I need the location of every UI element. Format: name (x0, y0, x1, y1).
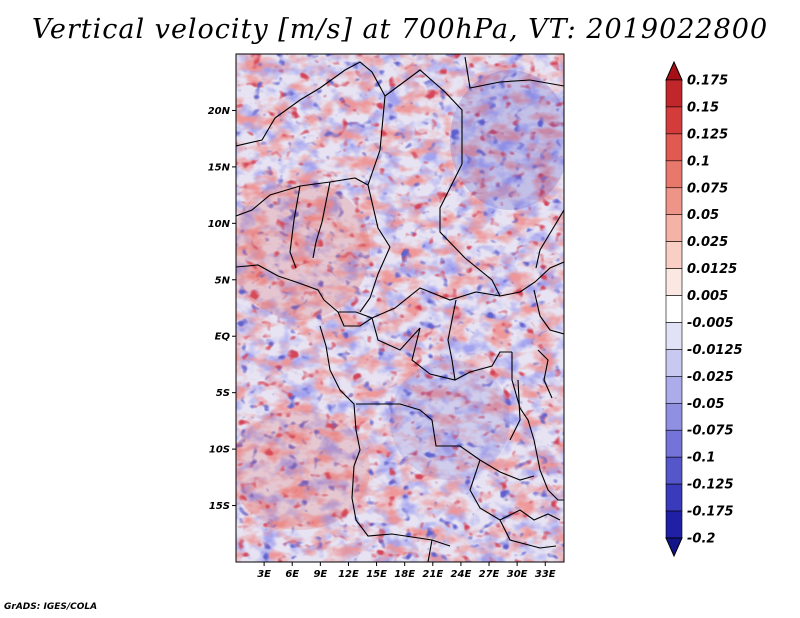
colorbar-bin (665, 483, 683, 512)
lon-label: 12E (338, 569, 359, 580)
colorbar: 0.175 0.15 0.125 0.1 0.075 0.05 0.025 0.0125 0.0… (665, 60, 743, 558)
colorbar-max-arrow (665, 60, 683, 81)
colorbar-label: -0.175 (687, 505, 734, 520)
colorbar-label: -0.025 (687, 370, 734, 385)
map-frame (235, 53, 565, 563)
colorbar-bin (665, 133, 683, 162)
colorbar-label: -0.1 (687, 451, 715, 466)
colorbar-bin (665, 349, 683, 377)
velocity-field (236, 54, 564, 562)
colorbar-label: 0.005 (687, 289, 728, 304)
colorbar-bin (665, 456, 683, 485)
lon-label: 18E (394, 569, 415, 580)
lat-label: 15S (209, 501, 230, 512)
colorbar-bin (665, 268, 683, 296)
lat-label: 5S (216, 388, 230, 399)
grads-credit: GrADS: IGES/COLA (4, 602, 98, 612)
lon-label: 33E (535, 569, 556, 580)
lat-label: 5N (215, 275, 231, 286)
axis-ticks: 20N 15N 10N 5N EQ 5S 10S 15S 3E 6E 9E 12E 15E 18E 21E 2… (208, 106, 556, 580)
map-title: Vertical velocity [m/s] at 700hPa, VT: 2… (31, 14, 769, 45)
colorbar-bin (665, 295, 683, 323)
colorbar-label: 0.0125 (687, 262, 737, 277)
colorbar-label: -0.05 (687, 397, 724, 412)
colorbar-label: 0.125 (687, 127, 728, 142)
colorbar-label: 0.075 (687, 181, 728, 196)
lon-label: 24E (451, 569, 472, 580)
lat-label: 15N (208, 162, 231, 173)
lon-label: 15E (366, 569, 387, 580)
colorbar-bin (665, 160, 683, 189)
colorbar-bin (665, 187, 683, 216)
colorbar-bin (665, 79, 683, 108)
colorbar-bin (665, 402, 683, 431)
colorbar-label: -0.005 (687, 316, 734, 331)
colorbar-label: -0.0125 (687, 343, 743, 358)
lon-label: 3E (257, 569, 271, 580)
lat-label: 10S (209, 445, 230, 456)
country-borders (236, 56, 564, 562)
colorbar-label: -0.2 (687, 532, 715, 547)
colorbar-label: -0.125 (687, 478, 734, 493)
colorbar-bin (665, 376, 683, 404)
lat-label: 20N (208, 106, 231, 117)
lon-label: 21E (422, 569, 443, 580)
colorbar-bin (665, 322, 683, 350)
colorbar-label: 0.025 (687, 235, 728, 250)
colorbar-bin (665, 429, 683, 458)
lon-label: 9E (313, 569, 327, 580)
lon-label: 27E (479, 569, 500, 580)
lon-label: 30E (507, 569, 528, 580)
colorbar-label: 0.175 (687, 74, 728, 89)
colorbar-label: -0.075 (687, 424, 734, 439)
lon-label: 6E (285, 569, 299, 580)
colorbar-bin (665, 214, 683, 242)
colorbar-min-arrow (665, 537, 683, 558)
lat-label: 10N (208, 219, 231, 230)
colorbar-bin (665, 241, 683, 269)
colorbar-label: 0.15 (687, 100, 719, 115)
lat-label: EQ (215, 332, 231, 343)
colorbar-bin (665, 106, 683, 135)
colorbar-bin (665, 510, 683, 539)
colorbar-label: 0.1 (687, 154, 710, 169)
colorbar-label: 0.05 (687, 208, 719, 223)
